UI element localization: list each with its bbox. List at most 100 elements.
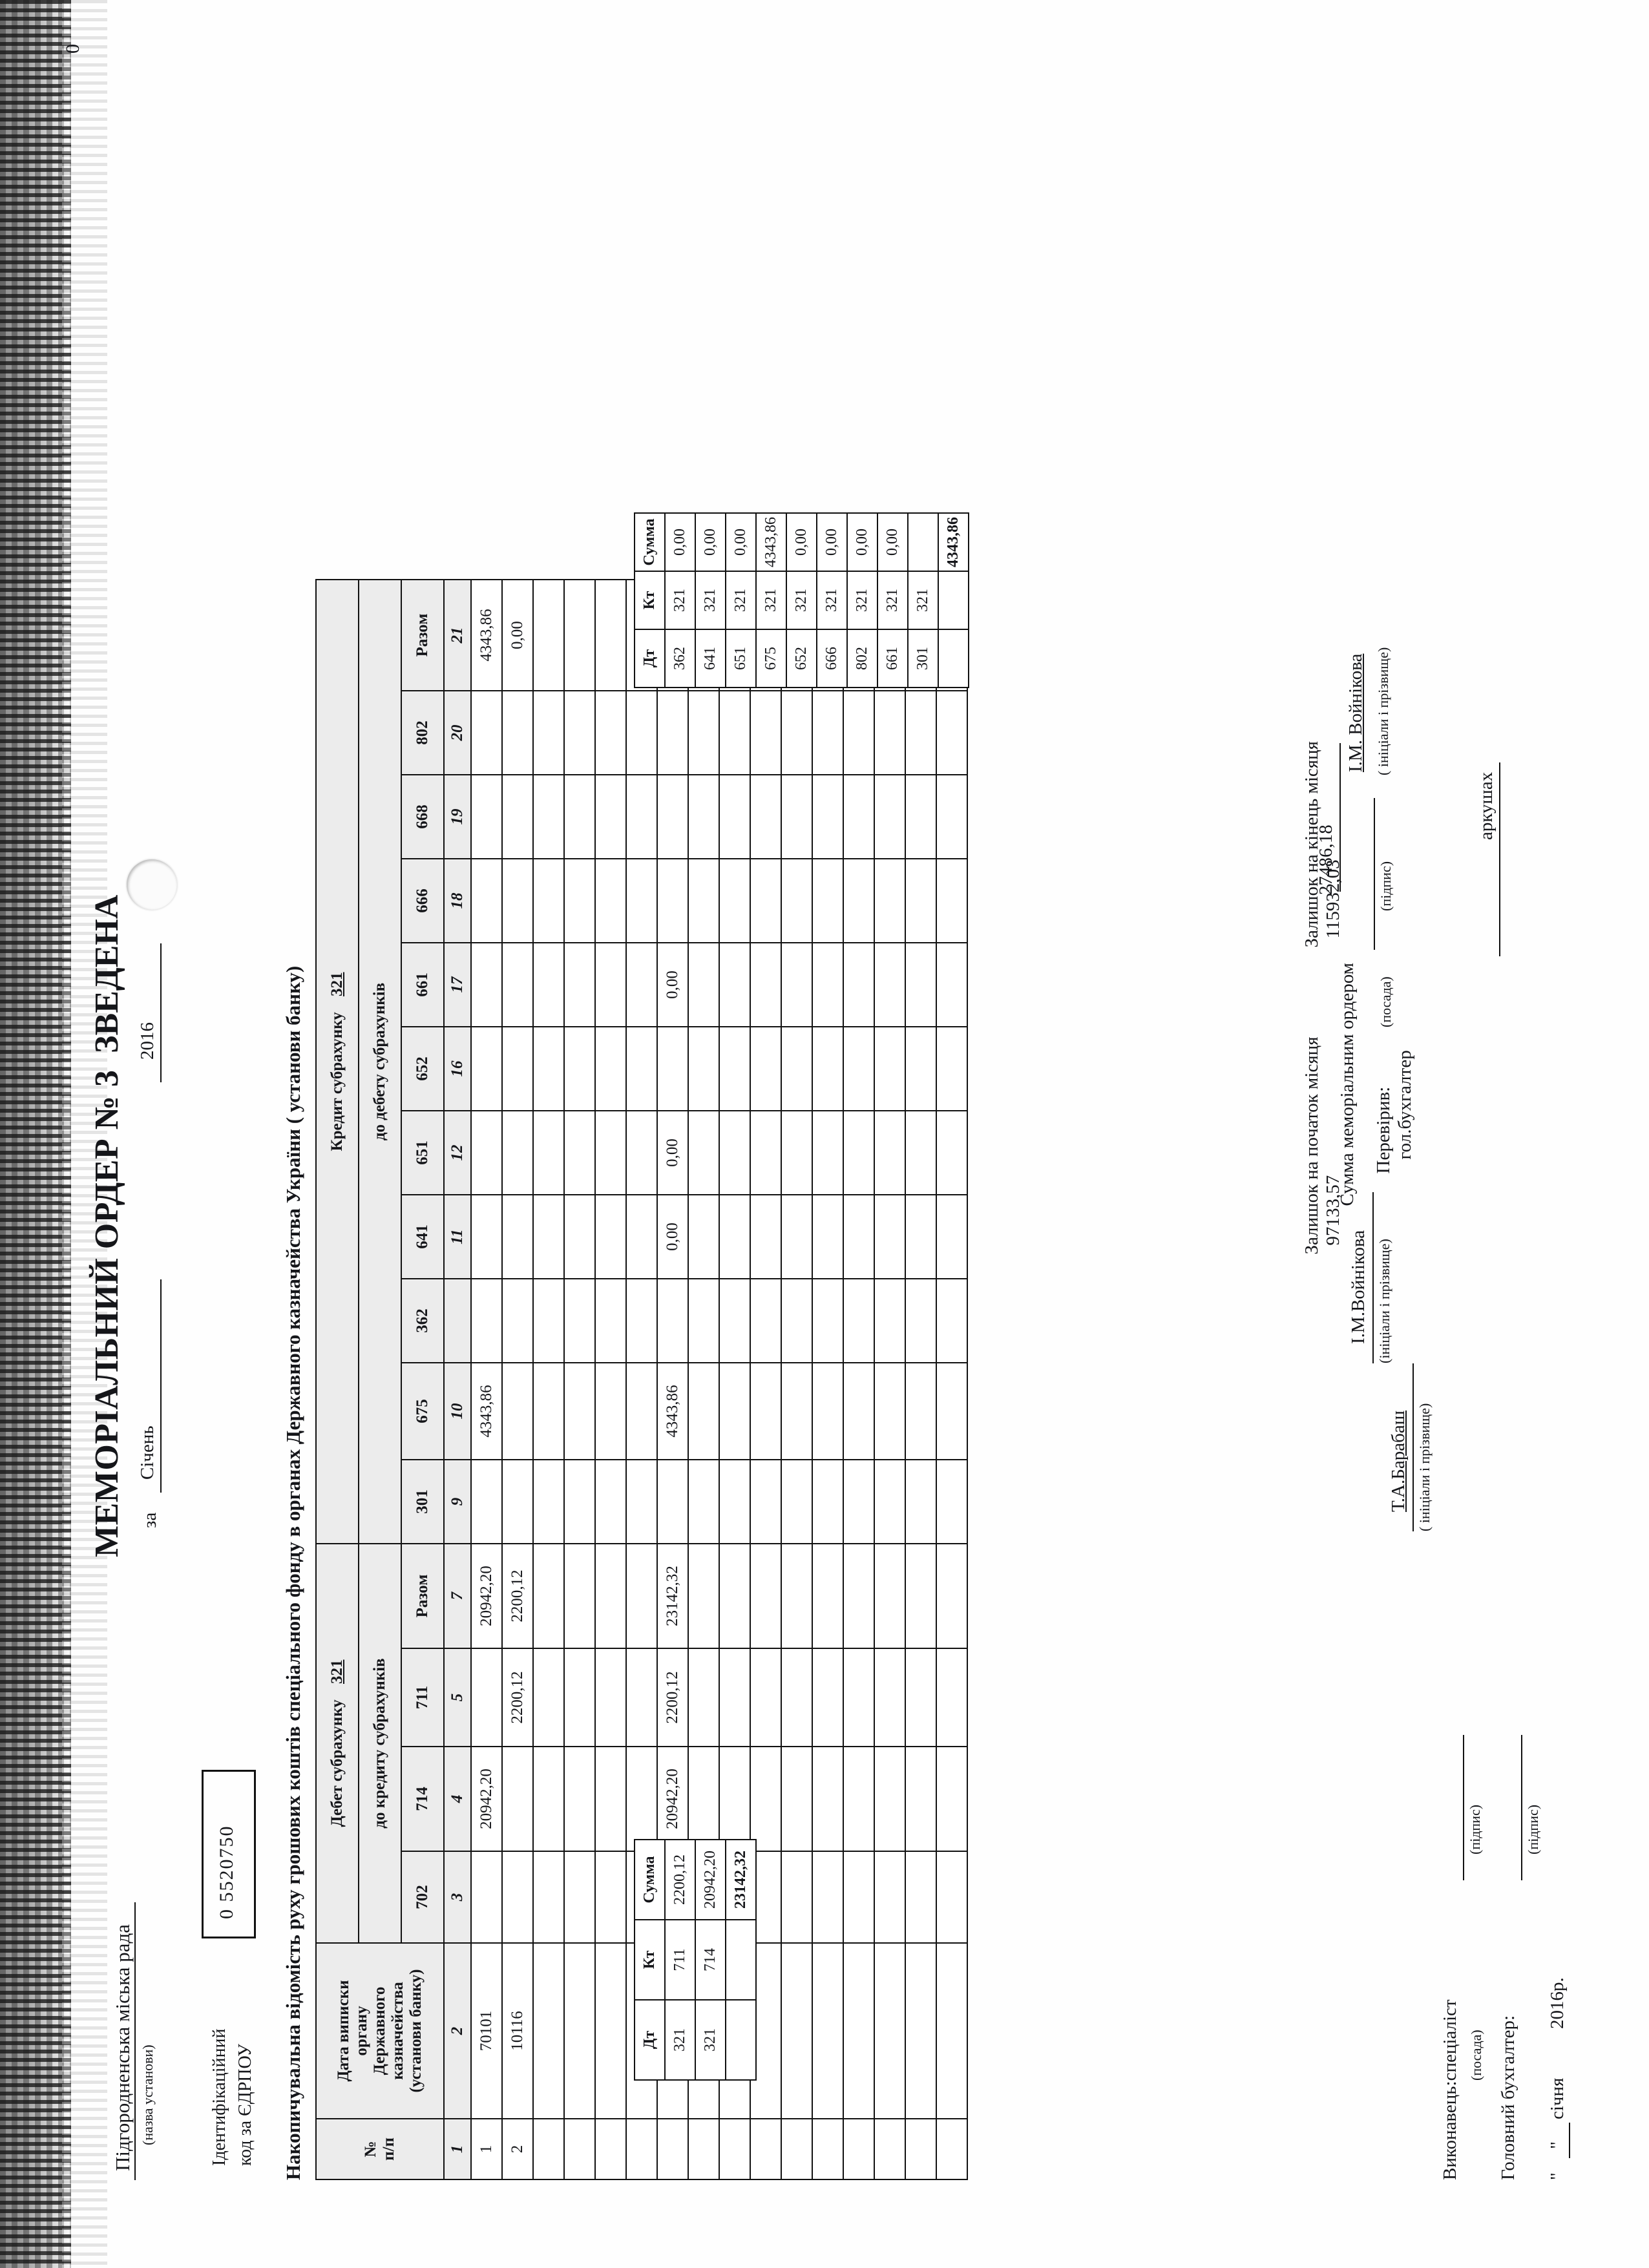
debit-summary-cell-sum: 2200,12	[665, 1840, 695, 1920]
cell-d711	[874, 1648, 905, 1747]
cell-c641	[471, 1195, 502, 1279]
col-header-301: 301	[401, 1460, 444, 1544]
cell-np	[533, 2119, 564, 2179]
cell-d711	[905, 1648, 936, 1747]
credit-summary-row: 301 321	[908, 513, 938, 688]
cell-c668	[719, 775, 750, 859]
signer-b-caption: (ініціали і прізвище)	[1376, 1239, 1392, 1363]
cell-c675: 4343,86	[471, 1363, 502, 1460]
period-month: Січень	[137, 1425, 158, 1480]
cell-c641	[502, 1195, 533, 1279]
cell-c301	[750, 1460, 781, 1544]
cell-c652	[936, 1027, 967, 1111]
cell-drazom	[750, 1544, 781, 1648]
hole-punch-mark	[127, 859, 177, 910]
debit-summary-total-sum: 23142,32	[726, 1840, 756, 1920]
cell-c802	[533, 691, 564, 775]
table-row-empty	[595, 580, 626, 2179]
cell-c651	[843, 1111, 874, 1195]
cell-c666	[533, 859, 564, 943]
signer-b-name: І.М.Войнікова	[1348, 1230, 1369, 1344]
cell-c668	[657, 775, 688, 859]
cell-c651	[812, 1111, 843, 1195]
table-row: 2 10116 2200,12 2200,12 0,00	[502, 580, 533, 2179]
cell-d702	[936, 1851, 967, 1943]
debit-summary-cell-kt: 711	[665, 1920, 695, 2000]
cell-d711	[936, 1648, 967, 1747]
cell-c668	[936, 775, 967, 859]
cell-c661	[905, 943, 936, 1027]
group-header-debit-label: Дебет субрахунку	[328, 1699, 346, 1827]
col-header-802: 802	[401, 691, 444, 775]
cell-c661	[719, 943, 750, 1027]
cell-c668	[564, 775, 595, 859]
colnum-16: 16	[444, 1027, 471, 1111]
cell-d711	[781, 1648, 812, 1747]
ident-label-line2: код за ЄДРПОУ	[235, 2044, 255, 2166]
cell-d702	[781, 1851, 812, 1943]
cell-c675	[781, 1363, 812, 1460]
table-row-empty	[781, 580, 812, 2179]
cell-c362	[719, 1279, 750, 1363]
cell-c661	[595, 943, 626, 1027]
cell-drazom	[905, 1544, 936, 1648]
cell-c802	[812, 691, 843, 775]
cell-c641	[905, 1195, 936, 1279]
cell-drazom	[812, 1544, 843, 1648]
checked-name-caption: ( ініціали і прізвище)	[1375, 647, 1391, 775]
cell-crazom: 0,00	[502, 580, 533, 691]
cell-c675: 4343,86	[657, 1363, 688, 1460]
cell-c362	[750, 1279, 781, 1363]
col-header-641: 641	[401, 1195, 444, 1279]
cell-crazom	[595, 580, 626, 691]
cell-c652	[471, 1027, 502, 1111]
cell-c668	[688, 775, 719, 859]
cell-np	[626, 2119, 657, 2179]
cell-c802	[595, 691, 626, 775]
scanner-edge-artifact-secondary	[62, 0, 107, 2268]
cell-c301	[471, 1460, 502, 1544]
cell-d702	[595, 1851, 626, 1943]
cell-d714	[502, 1747, 533, 1851]
cell-c661: 0,00	[657, 943, 688, 1027]
cell-c652	[781, 1027, 812, 1111]
cell-date	[781, 1943, 812, 2119]
credit-summary-cell-kt: 321	[695, 571, 726, 629]
table-row-empty	[533, 580, 564, 2179]
credit-summary-header-row: Дт Кт Сумма	[635, 513, 665, 688]
cell-np	[812, 2119, 843, 2179]
chief-accountant-label: Головний бухгалтер:	[1498, 2015, 1518, 2180]
col-header-661: 661	[401, 943, 444, 1027]
debit-summary-table: Дт Кт Сумма 321 711 2200,12 321 714 20942,20 2314…	[634, 1839, 757, 2081]
cell-c802	[657, 691, 688, 775]
cell-c652	[533, 1027, 564, 1111]
credit-summary-total-kt	[938, 571, 969, 629]
cell-d714	[564, 1747, 595, 1851]
credit-summary-cell-sum: 0,00	[817, 513, 847, 571]
debit-summary-header-dt: Дт	[635, 2000, 665, 2080]
cell-d714: 20942,20	[471, 1747, 502, 1851]
cell-c652	[502, 1027, 533, 1111]
cell-c301	[533, 1460, 564, 1544]
credit-summary-cell-dt: 802	[847, 629, 877, 688]
cell-d711	[595, 1648, 626, 1747]
group-header-credit: Кредит субрахунку 321	[316, 580, 359, 1544]
cell-c651	[502, 1111, 533, 1195]
cell-d714	[905, 1747, 936, 1851]
group-header-credit-label: Кредит субрахунку	[328, 1012, 346, 1151]
cell-c362	[905, 1279, 936, 1363]
executor-signature-caption: (підпис)	[1467, 1804, 1483, 1854]
cell-c668	[595, 775, 626, 859]
cell-c641	[843, 1195, 874, 1279]
cell-c652	[688, 1027, 719, 1111]
cell-c666	[843, 859, 874, 943]
credit-summary-header-sum: Сумма	[635, 513, 665, 571]
cell-c301	[502, 1460, 533, 1544]
cell-c668	[812, 775, 843, 859]
cell-np	[595, 2119, 626, 2179]
cell-c661	[843, 943, 874, 1027]
colnum-10: 10	[444, 1363, 471, 1460]
col-header-np: № п/п	[316, 2119, 444, 2179]
debit-summary-row: 321 711 2200,12	[665, 1840, 695, 2080]
credit-summary-table: Дт Кт Сумма 362 321 0,00 641 321 0,00 651 321 0,00 6…	[634, 512, 969, 688]
